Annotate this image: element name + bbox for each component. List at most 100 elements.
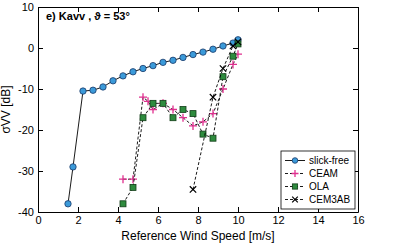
tick-mark: [198, 207, 199, 212]
tick-label: 6: [155, 214, 161, 226]
tick-mark: [238, 7, 239, 12]
marker: [130, 184, 136, 190]
tick-mark: [158, 7, 159, 12]
title: e) Kavv , ϑ = 53°: [46, 10, 130, 22]
marker: [235, 39, 241, 45]
tick-mark: [318, 7, 319, 12]
marker: [180, 54, 186, 60]
tick: 4: [115, 207, 121, 226]
legend: slick-freeCEAMOLACEM3AB: [281, 151, 355, 209]
tick-mark: [78, 207, 79, 212]
marker: [220, 74, 226, 80]
series-line: [68, 40, 238, 204]
axis-line: [358, 8, 359, 213]
marker: [130, 69, 136, 75]
tick: [278, 7, 279, 12]
tick: [353, 130, 358, 131]
tick: 12: [272, 207, 284, 226]
marker: [170, 115, 176, 121]
tick: 8: [195, 207, 201, 226]
tick-mark: [118, 207, 119, 212]
tick: 10: [232, 207, 244, 226]
tick-mark: [38, 212, 43, 213]
marker: [80, 88, 86, 94]
marker: [170, 57, 176, 63]
marker: [230, 53, 236, 59]
tick-mark: [38, 89, 43, 90]
marker: [179, 114, 187, 122]
legend-marker: [292, 170, 299, 177]
tick: [238, 7, 239, 12]
tick-label: -10: [18, 83, 34, 95]
marker: [160, 100, 166, 106]
marker: [190, 186, 196, 192]
tick-mark: [38, 7, 43, 8]
marker: [210, 46, 216, 52]
tick-label: -20: [18, 124, 34, 136]
marker: [180, 107, 186, 113]
marker: [150, 62, 156, 68]
y-axis: -40-30-20-10010: [18, 1, 43, 218]
tick-label: -30: [18, 165, 34, 177]
tick: -30: [18, 165, 43, 177]
tick-mark: [353, 7, 358, 8]
marker: [129, 175, 137, 183]
marker: [169, 106, 177, 114]
marker: [219, 85, 227, 93]
marker: [100, 84, 106, 90]
marker: [120, 201, 126, 207]
tick: [353, 89, 358, 90]
tick-label: 0: [35, 214, 41, 226]
tick-mark: [158, 207, 159, 212]
x-axis: 0 2 4 6 8 10 12 14 16: [35, 207, 364, 226]
marker: [190, 111, 196, 117]
x-axis-title: Reference Wind Speed [m/s]: [121, 229, 274, 243]
marker: [140, 115, 146, 121]
y-axis-title: σVV [dB]: [0, 85, 13, 133]
axis-line: [38, 8, 39, 213]
tick: [353, 48, 358, 49]
tick: [198, 7, 199, 12]
legend-marker: [292, 197, 298, 203]
series-line: [123, 44, 238, 204]
tick-label: 0: [28, 42, 34, 54]
legend-marker: [292, 184, 297, 189]
legend-label: CEAM: [309, 168, 338, 179]
legend-marker: [292, 158, 298, 164]
tick: 6: [155, 207, 161, 226]
tick-mark: [38, 48, 43, 49]
tick-mark: [353, 130, 358, 131]
tick-mark: [278, 7, 279, 12]
marker: [189, 122, 197, 130]
tick-mark: [198, 7, 199, 12]
legend-label: CEM3AB: [309, 194, 350, 205]
tick: -40: [18, 206, 43, 218]
tick-label: 10: [232, 214, 244, 226]
tick-label: 14: [312, 214, 324, 226]
marker: [230, 43, 236, 49]
marker: [139, 93, 147, 101]
marker: [120, 73, 126, 79]
tick: [318, 7, 319, 12]
marker: [160, 59, 166, 65]
plot: 0 2 4 6 8 10 12 14 16-40 -30 -20 -10 0 10 e) Kavv , ϑ …: [18, 1, 365, 226]
marker: [159, 99, 167, 107]
tick-mark: [278, 207, 279, 212]
tick: 14: [312, 207, 324, 226]
series-line: [123, 54, 238, 179]
marker: [65, 201, 71, 207]
chart: 0 2 4 6 8 10 12 14 16-40 -30 -20 -10 0 10 e) Kavv , ϑ …: [0, 0, 400, 243]
tick: [353, 212, 358, 213]
legend-box: [281, 151, 355, 209]
tick-label: 16: [352, 214, 364, 226]
tick: -10: [18, 83, 43, 95]
tick: 2: [75, 207, 81, 226]
marker: [70, 164, 76, 170]
marker: [140, 65, 146, 71]
tick-mark: [353, 89, 358, 90]
series-line: [193, 42, 238, 190]
legend-label: OLA: [309, 181, 329, 192]
tick: -20: [18, 124, 43, 136]
marker: [220, 65, 226, 71]
tick-label: 2: [75, 214, 81, 226]
